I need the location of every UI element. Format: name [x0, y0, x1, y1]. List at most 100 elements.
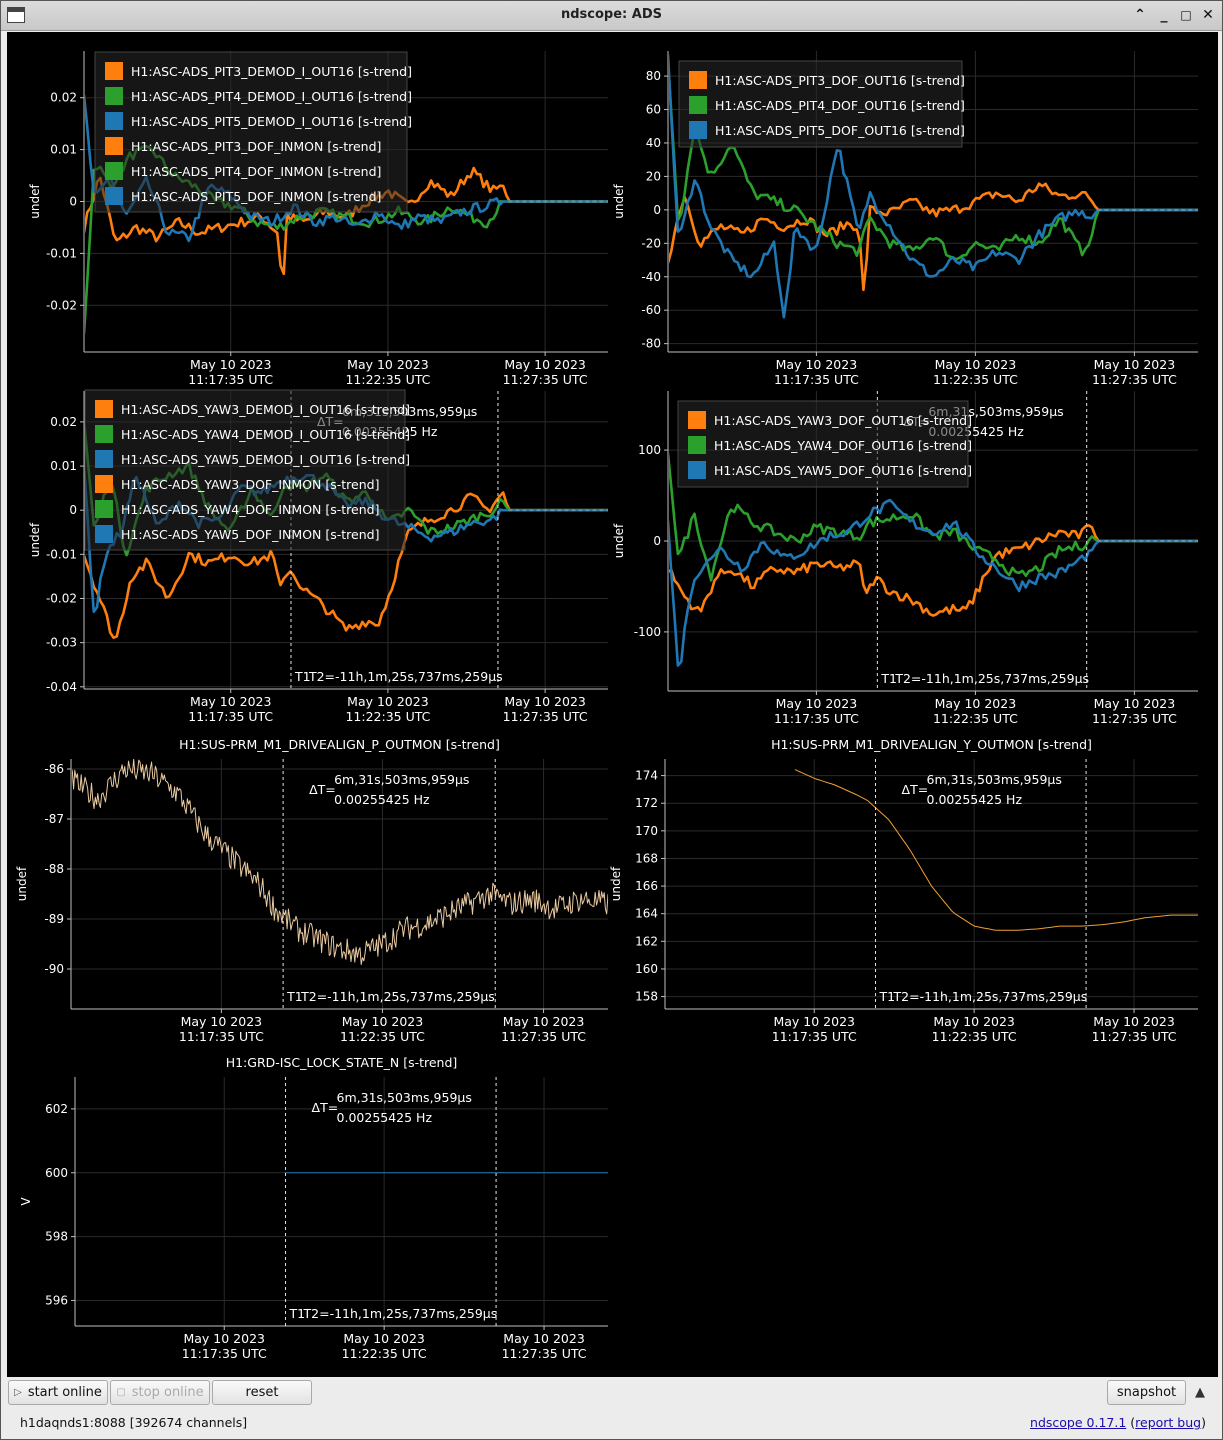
legend-entry: H1:ASC-ADS_YAW5_DEMOD_I_OUT16 [s-trend]: [121, 452, 410, 467]
x-tick-time: 11:22:35 UTC: [340, 1029, 425, 1044]
y-tick-label: 158: [635, 990, 658, 1004]
x-tick-time: 11:22:35 UTC: [932, 1029, 1017, 1044]
x-tick-date: May 10 2023: [347, 694, 429, 709]
x-tick-time: 11:22:35 UTC: [345, 372, 430, 387]
plot-canvas[interactable]: 0.02 0.01 0 -0.01 -0.02 May 10 2023 11:17:35 U…: [7, 32, 1218, 1377]
legend-swatch: [95, 400, 113, 418]
y-tick-label: 40: [646, 136, 661, 150]
y-tick-label: -86: [44, 762, 64, 776]
collapse-icon[interactable]: ⌃: [1134, 7, 1146, 23]
y-tick-label: -0.01: [46, 547, 77, 561]
legend-entry: H1:ASC-ADS_YAW3_DOF_OUT16 [s-trend]: [714, 413, 972, 428]
reset-button[interactable]: reset: [212, 1380, 312, 1405]
delta-t-frequency: 0.00255425 Hz: [927, 792, 1023, 807]
x-tick-time: 11:17:35 UTC: [182, 1346, 267, 1361]
delta-t-label: ΔT=: [902, 782, 929, 797]
y-tick-label: -20: [641, 236, 661, 250]
y-tick-label: -88: [44, 862, 64, 876]
maximize-icon[interactable]: □: [1180, 8, 1192, 22]
x-tick-time: 11:17:35 UTC: [774, 372, 859, 387]
cursor-t2-label: T2=-11h,1m,25s,737ms,259μs: [894, 671, 1089, 686]
x-tick-date: May 10 2023: [504, 694, 586, 709]
y-tick-label: 172: [635, 796, 658, 810]
legend-entry: H1:ASC-ADS_YAW5_DOF_INMON [s-trend]: [121, 527, 379, 542]
legend-entry: H1:ASC-ADS_YAW3_DOF_INMON [s-trend]: [121, 477, 379, 492]
cursor-t2-label: T2=-11h,1m,25s,737ms,259μs: [893, 989, 1088, 1004]
y-tick-label: -0.04: [46, 680, 77, 694]
x-tick-time: 11:22:35 UTC: [342, 1346, 427, 1361]
legend-swatch: [95, 525, 113, 543]
legend-box: [677, 400, 969, 488]
x-tick-date: May 10 2023: [503, 1014, 585, 1029]
x-tick-time: 11:27:35 UTC: [502, 1346, 587, 1361]
y-tick-label: 600: [45, 1166, 68, 1180]
start-online-label: start online: [27, 1385, 102, 1400]
chart-title: H1:SUS-PRM_M1_DRIVEALIGN_P_OUTMON [s-tre…: [179, 737, 500, 752]
x-tick-date: May 10 2023: [1094, 696, 1176, 711]
legend-entry: H1:ASC-ADS_PIT4_DEMOD_I_OUT16 [s-trend]: [131, 89, 412, 104]
chart-title: H1:GRD-ISC_LOCK_STATE_N [s-trend]: [226, 1055, 458, 1070]
cursor-t1-label: T1: [880, 671, 897, 686]
close-icon[interactable]: ✕: [1202, 7, 1214, 23]
title-bar[interactable]: ndscope: ADS ⌃ _ □ ✕: [1, 1, 1222, 31]
y-tick-label: -0.02: [46, 591, 77, 605]
y-axis-label: V: [19, 1197, 33, 1206]
legend-entry: H1:ASC-ADS_PIT4_DOF_INMON [s-trend]: [131, 164, 381, 179]
snapshot-button[interactable]: snapshot: [1107, 1380, 1186, 1405]
x-tick-date: May 10 2023: [935, 357, 1017, 372]
legend-entry: H1:ASC-ADS_PIT4_DOF_OUT16 [s-trend]: [715, 98, 965, 113]
grid-p5: [71, 759, 608, 1009]
minimize-icon[interactable]: _: [1160, 7, 1168, 23]
x-tick-date: May 10 2023: [776, 696, 858, 711]
legend-box: [678, 60, 963, 148]
x-tick-date: May 10 2023: [504, 357, 586, 372]
snapshot-label: snapshot: [1116, 1385, 1177, 1400]
y-tick-label: 20: [646, 169, 661, 183]
x-tick-date: May 10 2023: [183, 1331, 265, 1346]
y-tick-label: 164: [635, 907, 658, 921]
toolbar: ▷ start online ▢ stop online reset snaps…: [1, 1377, 1222, 1409]
y-tick-label: 166: [635, 879, 658, 893]
y-axis-label: undef: [28, 184, 42, 219]
series-line-p5-0: [72, 759, 608, 965]
window-icon: [7, 7, 25, 23]
legend-swatch: [105, 87, 123, 105]
x-tick-date: May 10 2023: [190, 694, 272, 709]
y-tick-label: 0.02: [50, 415, 77, 429]
y-tick-label: 0: [69, 195, 77, 209]
stop-online-button[interactable]: ▢ stop online: [110, 1380, 210, 1405]
y-tick-label: -0.03: [46, 636, 77, 650]
y-tick-label: 0: [69, 503, 77, 517]
expand-arrow-icon[interactable]: ▲: [1195, 1385, 1205, 1400]
delta-t-frequency: 0.00255425 Hz: [337, 1110, 433, 1125]
y-tick-label: 60: [646, 103, 661, 117]
y-tick-label: 168: [635, 851, 658, 865]
y-tick-label: 0.01: [50, 459, 77, 473]
legend-swatch: [689, 121, 707, 139]
window-title: ndscope: ADS: [561, 7, 662, 22]
version-link[interactable]: ndscope 0.17.1: [1030, 1415, 1127, 1430]
report-bug-link[interactable]: report bug: [1135, 1415, 1202, 1430]
x-tick-time: 11:27:35 UTC: [1092, 372, 1177, 387]
report-open-paren: (: [1130, 1415, 1136, 1430]
x-tick-date: May 10 2023: [773, 1014, 855, 1029]
legend-entry: H1:ASC-ADS_PIT5_DEMOD_I_OUT16 [s-trend]: [131, 114, 412, 129]
delta-t-label: ΔT=: [309, 782, 336, 797]
legend-entry: H1:ASC-ADS_PIT3_DOF_INMON [s-trend]: [131, 139, 381, 154]
chart-title: H1:SUS-PRM_M1_DRIVEALIGN_Y_OUTMON [s-tre…: [771, 737, 1092, 752]
y-tick-label: 80: [646, 69, 661, 83]
y-tick-label: 0.02: [50, 91, 77, 105]
x-tick-time: 11:22:35 UTC: [933, 711, 1018, 726]
delta-t-label: ΔT=: [312, 1100, 339, 1115]
cursor-t1-label: T1: [879, 989, 896, 1004]
legend-swatch: [689, 96, 707, 114]
legend-entry: H1:ASC-ADS_YAW4_DOF_INMON [s-trend]: [121, 502, 379, 517]
x-tick-time: 11:17:35 UTC: [179, 1029, 264, 1044]
play-icon: ▷: [14, 1387, 22, 1398]
version-info: ndscope 0.17.1 (report bug): [1030, 1415, 1206, 1430]
series-line-p1-2: [85, 94, 608, 243]
legend-swatch: [105, 162, 123, 180]
x-tick-date: May 10 2023: [190, 357, 272, 372]
start-online-button[interactable]: ▷ start online: [8, 1380, 108, 1405]
